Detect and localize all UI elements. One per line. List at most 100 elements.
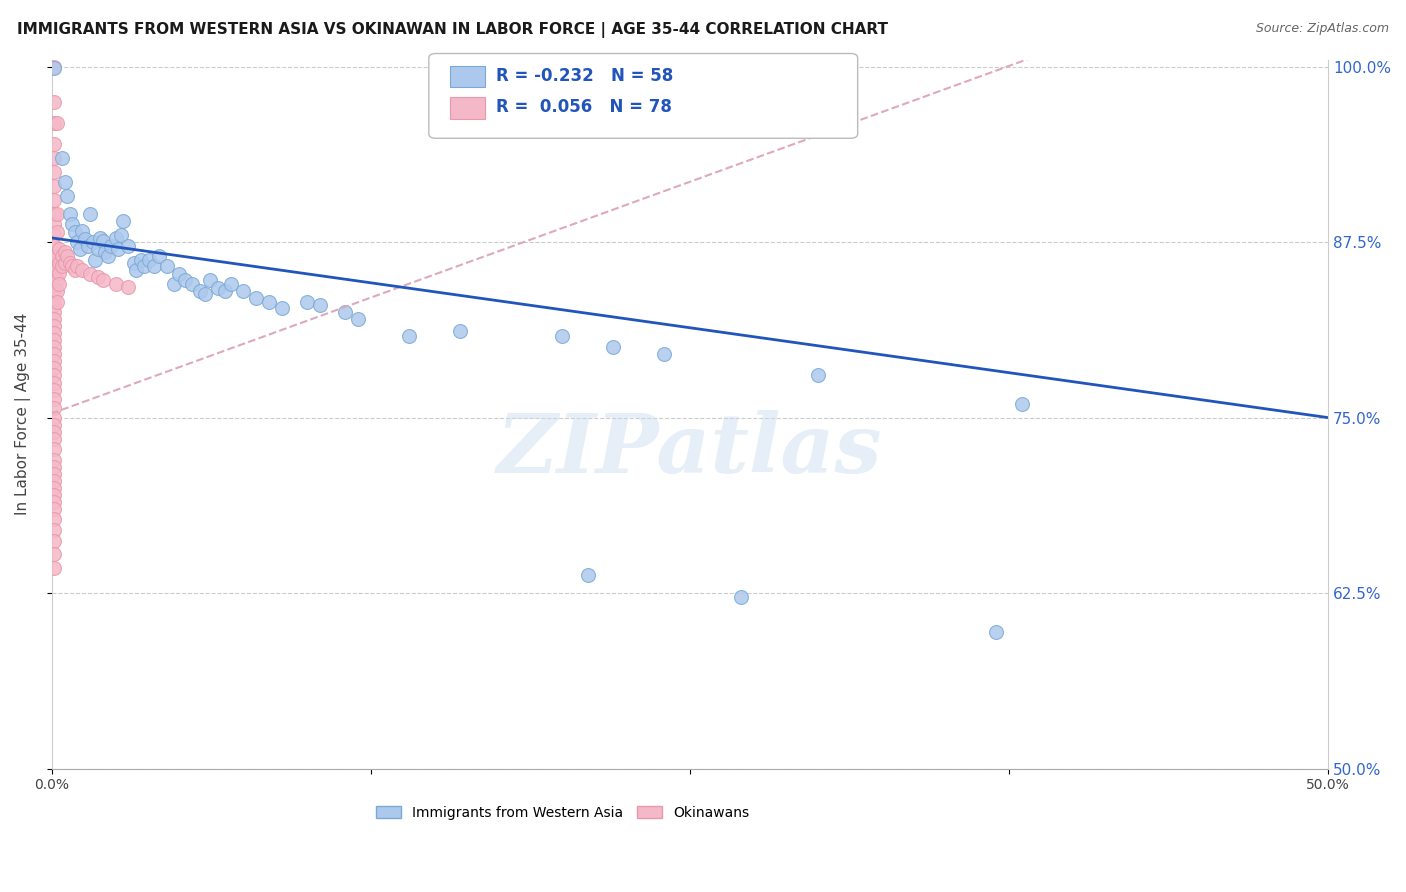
Point — [44, 361, 66, 376]
Point — [76, 239, 98, 253]
Point — [44, 256, 66, 270]
Point — [104, 231, 127, 245]
Point — [245, 291, 267, 305]
Text: Source: ZipAtlas.com: Source: ZipAtlas.com — [1256, 22, 1389, 36]
Point — [188, 285, 211, 299]
Point — [986, 625, 1008, 640]
Point — [44, 467, 66, 481]
Point — [44, 319, 66, 334]
Point — [270, 301, 292, 315]
Point — [45, 249, 67, 263]
Point — [66, 259, 89, 273]
Point — [44, 270, 66, 285]
Point — [125, 263, 148, 277]
Point — [44, 207, 66, 221]
Point — [44, 116, 66, 130]
Point — [44, 228, 66, 243]
Point — [44, 151, 66, 165]
Point — [44, 410, 66, 425]
Point — [44, 61, 66, 75]
Point — [44, 165, 66, 179]
Point — [335, 305, 357, 319]
Point — [45, 225, 67, 239]
Point — [82, 235, 104, 249]
Point — [198, 273, 221, 287]
Point — [56, 249, 79, 263]
Point — [44, 60, 66, 74]
Point — [44, 512, 66, 526]
Point — [232, 285, 254, 299]
Point — [44, 291, 66, 305]
Point — [214, 285, 236, 299]
Point — [181, 277, 204, 292]
Point — [94, 244, 117, 259]
Point — [87, 270, 110, 285]
Text: ZIPatlas: ZIPatlas — [498, 409, 883, 490]
Point — [148, 249, 170, 263]
Point — [44, 392, 66, 407]
Point — [44, 178, 66, 193]
Point — [398, 329, 420, 343]
Point — [44, 481, 66, 495]
Point — [48, 266, 70, 280]
Point — [53, 256, 76, 270]
Point — [44, 95, 66, 109]
Point — [44, 263, 66, 277]
Point — [48, 277, 70, 292]
Point — [807, 368, 830, 383]
Point — [44, 368, 66, 383]
Point — [347, 312, 370, 326]
Point — [173, 273, 195, 287]
Point — [44, 239, 66, 253]
Point — [44, 442, 66, 456]
Point — [44, 249, 66, 263]
Point — [48, 242, 70, 256]
Point — [44, 347, 66, 361]
Point — [44, 334, 66, 348]
Point — [730, 591, 752, 605]
Point — [110, 228, 132, 243]
Point — [53, 175, 76, 189]
Point — [156, 259, 179, 273]
Point — [602, 340, 624, 354]
Point — [44, 285, 66, 299]
Point — [66, 235, 89, 249]
Point — [257, 295, 280, 310]
Point — [44, 425, 66, 439]
Point — [91, 234, 114, 248]
Text: R = -0.232   N = 58: R = -0.232 N = 58 — [496, 67, 673, 85]
Point — [449, 324, 471, 338]
Point — [44, 417, 66, 432]
Point — [44, 547, 66, 561]
Point — [44, 217, 66, 231]
Point — [44, 376, 66, 390]
Point — [44, 401, 66, 415]
Point — [122, 256, 145, 270]
Point — [44, 474, 66, 488]
Point — [132, 259, 155, 273]
Point — [59, 256, 82, 270]
Point — [89, 231, 111, 245]
Point — [44, 277, 66, 292]
Legend: Immigrants from Western Asia, Okinawans: Immigrants from Western Asia, Okinawans — [370, 800, 755, 825]
Point — [308, 298, 330, 312]
Point — [59, 207, 82, 221]
Point — [219, 277, 242, 292]
Point — [44, 495, 66, 509]
Point — [295, 295, 318, 310]
Point — [51, 249, 73, 263]
Point — [169, 268, 191, 282]
Point — [45, 295, 67, 310]
Point — [87, 242, 110, 256]
Point — [112, 214, 135, 228]
Y-axis label: In Labor Force | Age 35-44: In Labor Force | Age 35-44 — [15, 313, 31, 516]
Point — [45, 263, 67, 277]
Point — [44, 298, 66, 312]
Point — [60, 259, 83, 273]
Point — [53, 244, 76, 259]
Point — [44, 432, 66, 446]
Point — [551, 329, 574, 343]
Point — [45, 285, 67, 299]
Point — [51, 259, 73, 273]
Point — [104, 277, 127, 292]
